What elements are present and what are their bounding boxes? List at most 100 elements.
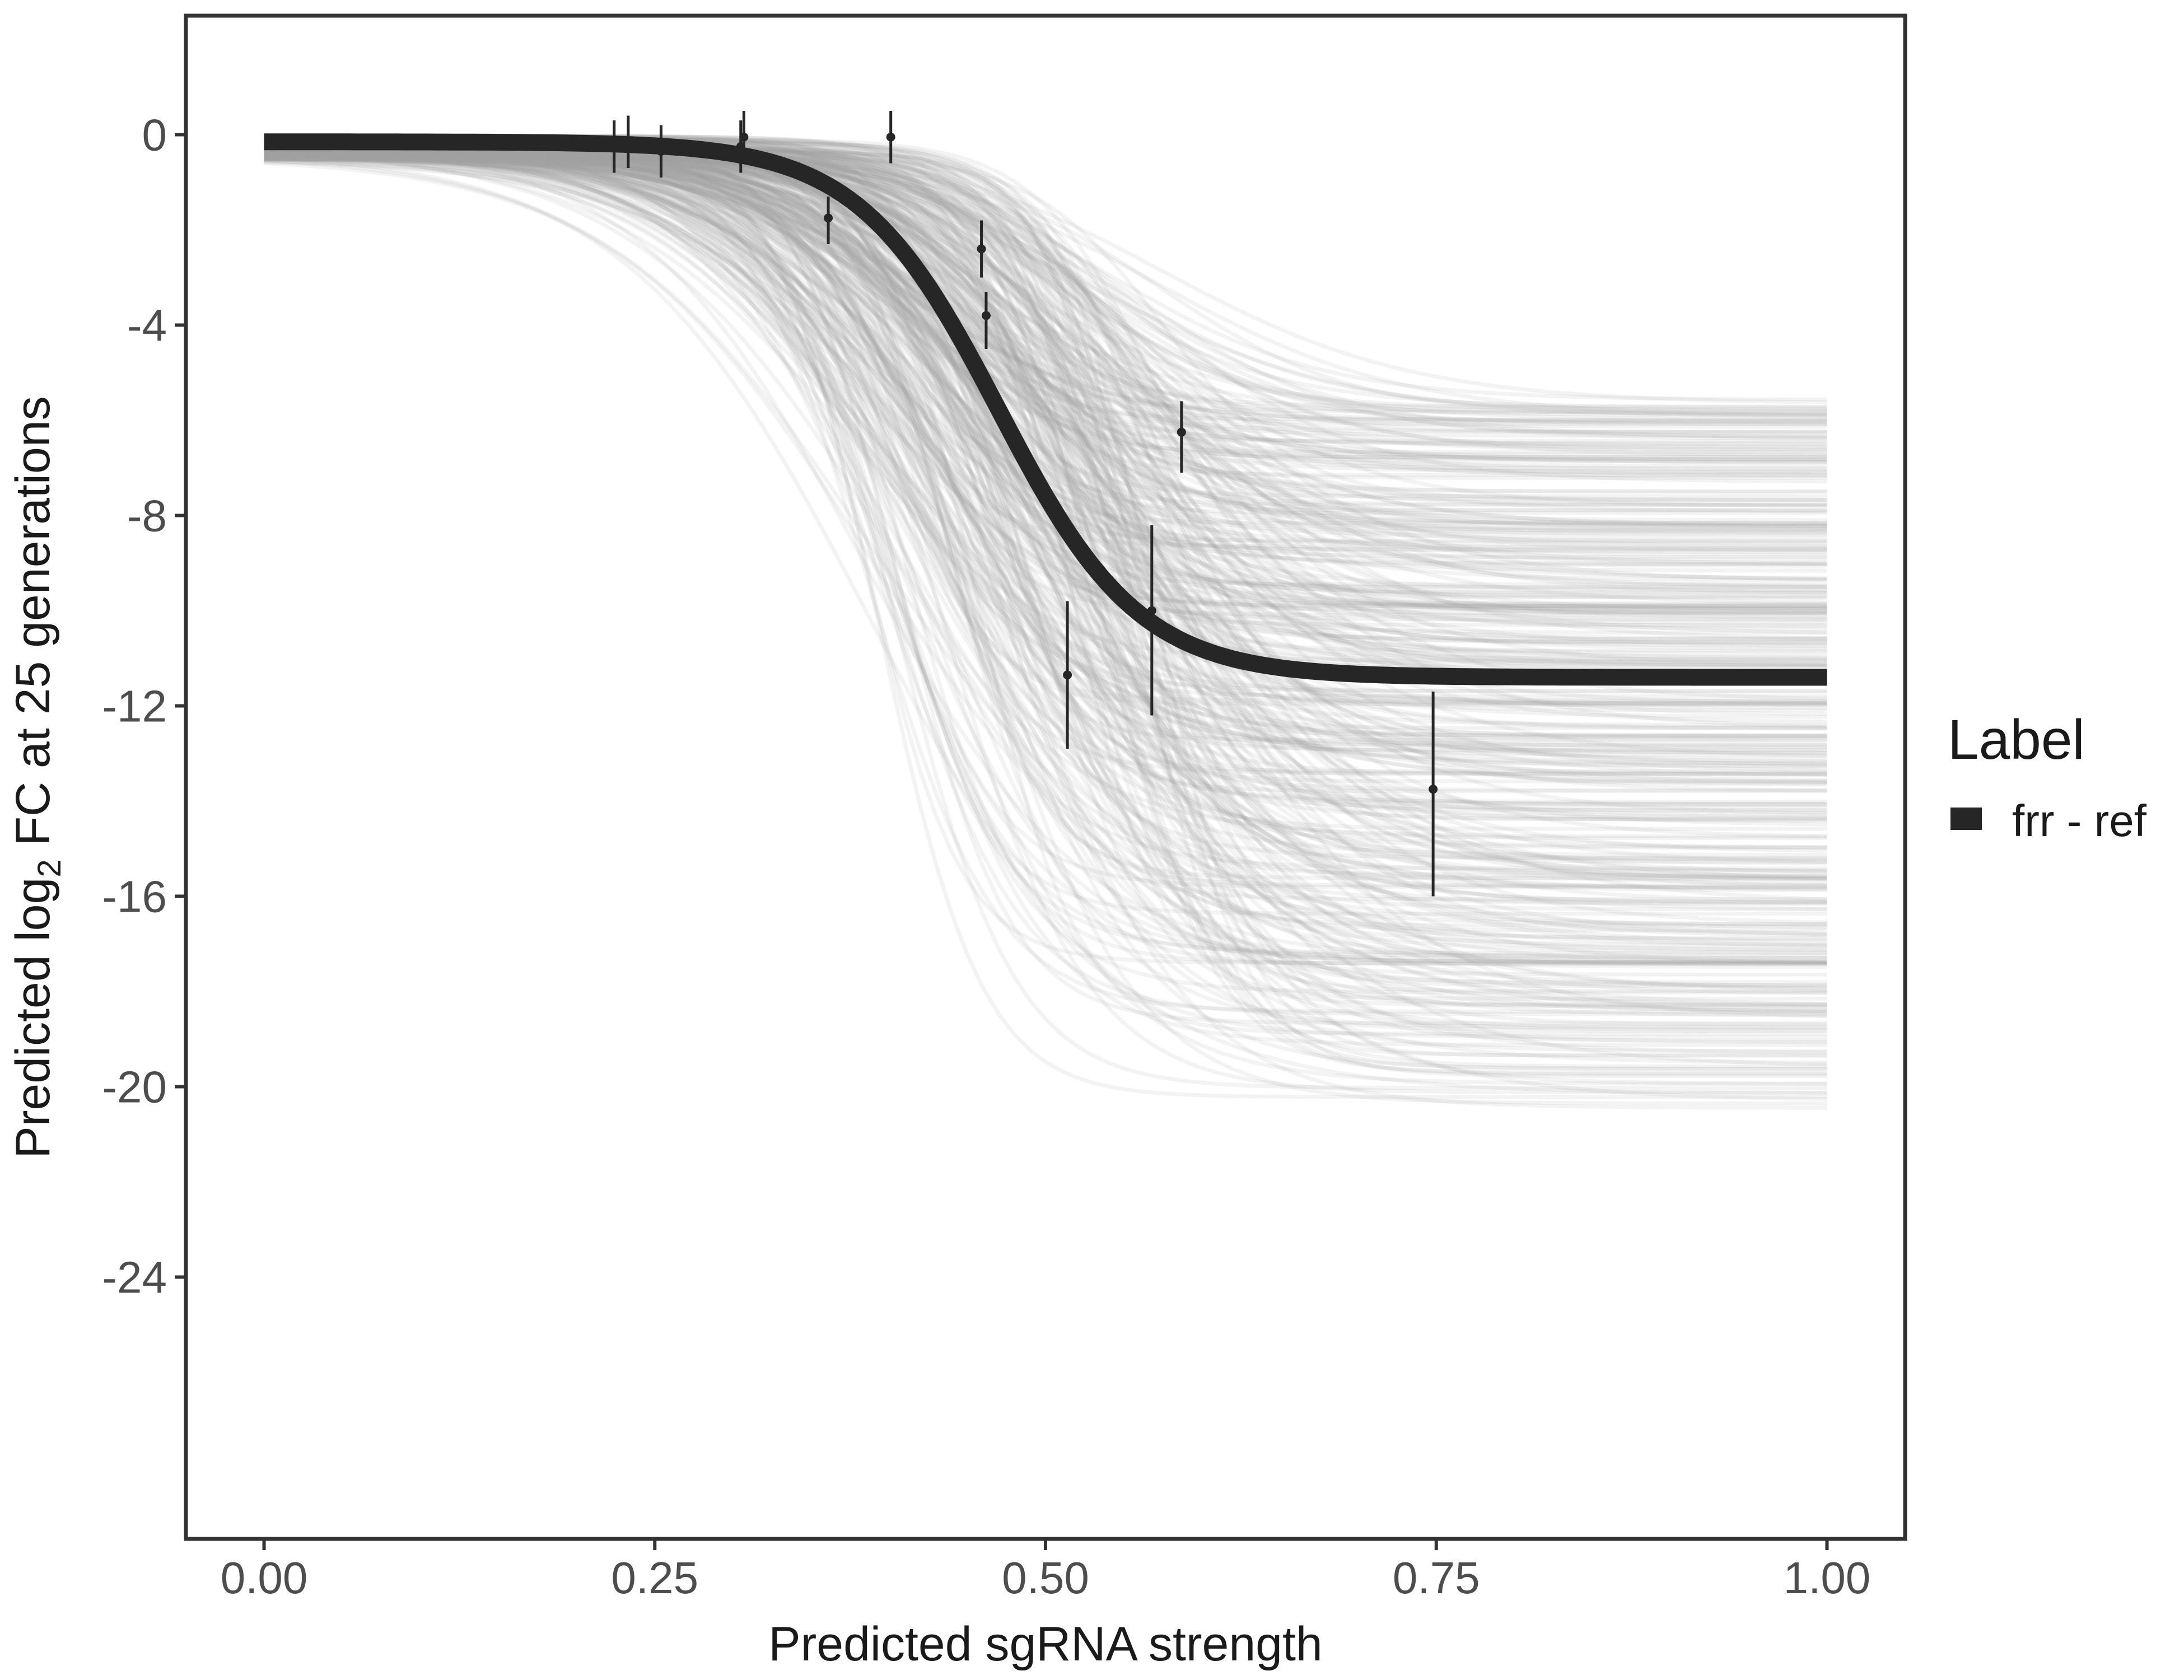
posterior-draw-line	[264, 157, 1827, 480]
posterior-draw-line	[264, 155, 1827, 552]
posterior-draw-line	[264, 144, 1827, 1014]
data-point-group	[981, 292, 991, 349]
posterior-draw-line	[264, 157, 1827, 992]
posterior-draw-line	[264, 145, 1827, 960]
posterior-draw-line	[264, 150, 1827, 417]
posterior-draw-line	[264, 153, 1827, 609]
posterior-draw-line	[264, 146, 1827, 823]
posterior-draw-line	[264, 152, 1827, 544]
posterior-draw-line	[264, 144, 1827, 464]
posterior-draw-line	[264, 146, 1827, 912]
posterior-draw-line	[264, 150, 1827, 850]
posterior-draw-line	[264, 156, 1827, 580]
posterior-draw-line	[264, 152, 1827, 932]
posterior-draw-line	[264, 149, 1827, 984]
posterior-draw-line	[264, 156, 1827, 1068]
data-point	[1177, 427, 1186, 437]
posterior-draw-line	[264, 153, 1827, 1033]
posterior-draw-line	[264, 147, 1827, 880]
posterior-draw-line	[264, 156, 1827, 967]
posterior-draw-line	[264, 144, 1827, 862]
data-point	[739, 132, 749, 142]
posterior-draw-line	[264, 152, 1827, 864]
posterior-draw-line	[264, 151, 1827, 508]
posterior-draw-line	[264, 149, 1827, 502]
posterior-draws	[264, 133, 1827, 1110]
posterior-draw-line	[264, 135, 1827, 749]
posterior-draw-line	[264, 154, 1827, 590]
posterior-draw-line	[264, 151, 1827, 960]
posterior-draw-line	[264, 153, 1827, 1043]
posterior-draw-line	[264, 150, 1827, 904]
posterior-draw-line	[264, 151, 1827, 710]
posterior-draw-line	[264, 155, 1827, 952]
legend-title: Label	[1948, 708, 2085, 771]
posterior-draw-line	[264, 136, 1827, 719]
posterior-draw-line	[264, 151, 1827, 806]
posterior-draw-line	[264, 152, 1827, 581]
posterior-draw-line	[264, 143, 1827, 427]
posterior-draw-line	[264, 150, 1827, 853]
y-axis-title-subscript: 2	[31, 859, 68, 877]
posterior-draw-line	[264, 151, 1827, 964]
posterior-draw-line	[264, 149, 1827, 792]
posterior-draw-line	[264, 135, 1827, 906]
posterior-draw-line	[264, 148, 1827, 1018]
posterior-draw-line	[264, 152, 1827, 966]
posterior-draw-line	[264, 151, 1827, 540]
x-tick-label: 0.50	[1002, 1553, 1089, 1603]
posterior-draw-line	[264, 154, 1827, 936]
posterior-draw-line	[264, 144, 1827, 839]
data-point-group	[1177, 401, 1186, 473]
posterior-draw-line	[264, 150, 1827, 1006]
posterior-draw-line	[264, 153, 1827, 424]
posterior-draw-line	[264, 161, 1827, 955]
data-point	[623, 139, 633, 149]
posterior-draw-line	[264, 155, 1827, 673]
posterior-draw-line	[264, 157, 1827, 942]
posterior-draw-line	[264, 157, 1827, 1026]
posterior-draw-line	[264, 149, 1827, 871]
posterior-draw-line	[264, 154, 1827, 1086]
posterior-draw-line	[264, 149, 1827, 755]
data-point-group	[886, 111, 895, 164]
posterior-draw-line	[264, 144, 1827, 669]
y-axis: 0 -4 -8 -12 -16 -20 -24	[102, 110, 184, 1303]
posterior-draw-line	[264, 138, 1827, 707]
posterior-draw-line	[264, 142, 1827, 777]
x-tick-label: 0.25	[611, 1553, 698, 1603]
posterior-draw-line	[264, 153, 1827, 508]
posterior-draw-line	[264, 151, 1827, 529]
posterior-draw-line	[264, 143, 1827, 534]
posterior-draw-line	[264, 153, 1827, 413]
posterior-draw-line	[264, 148, 1827, 857]
data-point	[977, 244, 986, 254]
posterior-draw-line	[264, 155, 1827, 891]
data-point-group	[739, 111, 749, 158]
data-point-group	[1147, 525, 1156, 716]
posterior-draw-line	[264, 155, 1827, 609]
posterior-draw-line	[264, 154, 1827, 470]
posterior-draw-line	[264, 148, 1827, 767]
posterior-draw-line	[264, 150, 1827, 610]
y-axis-title: Predicted log2 FC at 25 generations	[6, 396, 68, 1158]
posterior-draw-line	[264, 154, 1827, 881]
posterior-draw-line	[264, 148, 1827, 522]
posterior-draw-line	[264, 147, 1827, 860]
posterior-draw-line	[264, 156, 1827, 1095]
posterior-draw-line	[264, 156, 1827, 879]
posterior-draw-line	[264, 151, 1827, 608]
posterior-draw-line	[264, 153, 1827, 525]
posterior-draw-line	[264, 145, 1827, 435]
legend-label-frr-ref: frr - ref	[2012, 796, 2147, 846]
posterior-draw-line	[264, 141, 1827, 964]
posterior-draw-line	[264, 153, 1827, 426]
data-point-group	[623, 115, 633, 168]
data-point	[656, 147, 666, 156]
posterior-draw-line	[264, 137, 1827, 936]
posterior-draw-line	[264, 150, 1827, 962]
posterior-draw-line	[264, 144, 1827, 1054]
y-tick-label: -8	[127, 491, 167, 541]
posterior-draw-line	[264, 151, 1827, 965]
